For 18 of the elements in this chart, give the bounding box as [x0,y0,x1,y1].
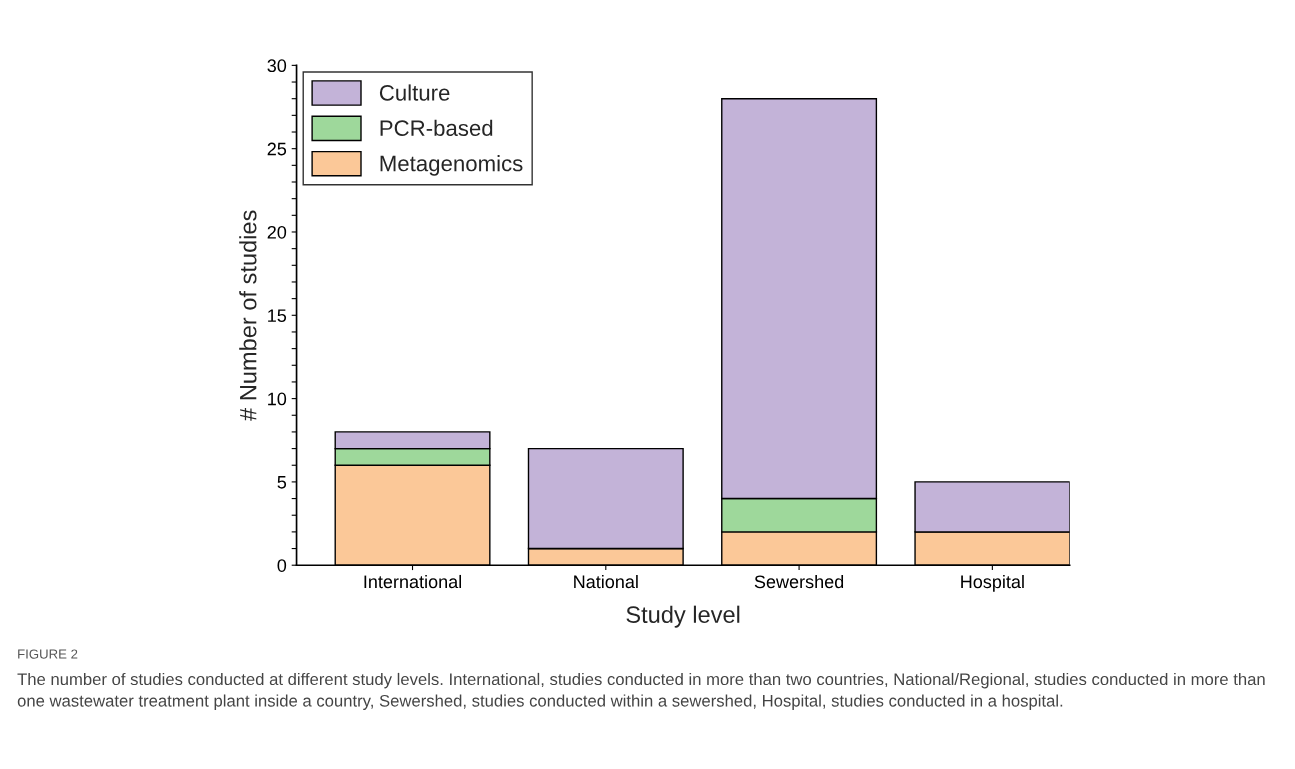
caption: FIGURE 2 [18,649,78,659]
x-tick-label: National [574,574,638,589]
text: The number of studies conducted at different study levels. International, studies conducted in more than two countries, National/Regional, studies conducted in more than one wastewater treatment plant inside a country, Sewershed, studies conducted within a sewershed, Hospital, studies conducted in a hospital. [17,672,1265,710]
y-tick-label: 25 [267,142,287,156]
y-tick-label: 20 [267,225,287,239]
y-tick-label: 30 [267,59,287,73]
legend-label: Metagenomics [380,155,523,176]
y-tick-label: 15 [268,309,287,323]
legend-label: Culture [379,84,450,101]
y-axis-title: # Number of studies [239,210,257,421]
x-axis-title: Study level [626,605,740,628]
x-tick-label: International [364,574,462,589]
legend-label: PCR-based [380,119,493,137]
y-tick-label: 10 [268,392,287,406]
x-tick-label: Hospital [961,574,1024,592]
y-tick-label: 5 [277,476,287,489]
x-tick-label: Sewershed [754,574,844,589]
y-tick-label: 0 [277,559,287,572]
